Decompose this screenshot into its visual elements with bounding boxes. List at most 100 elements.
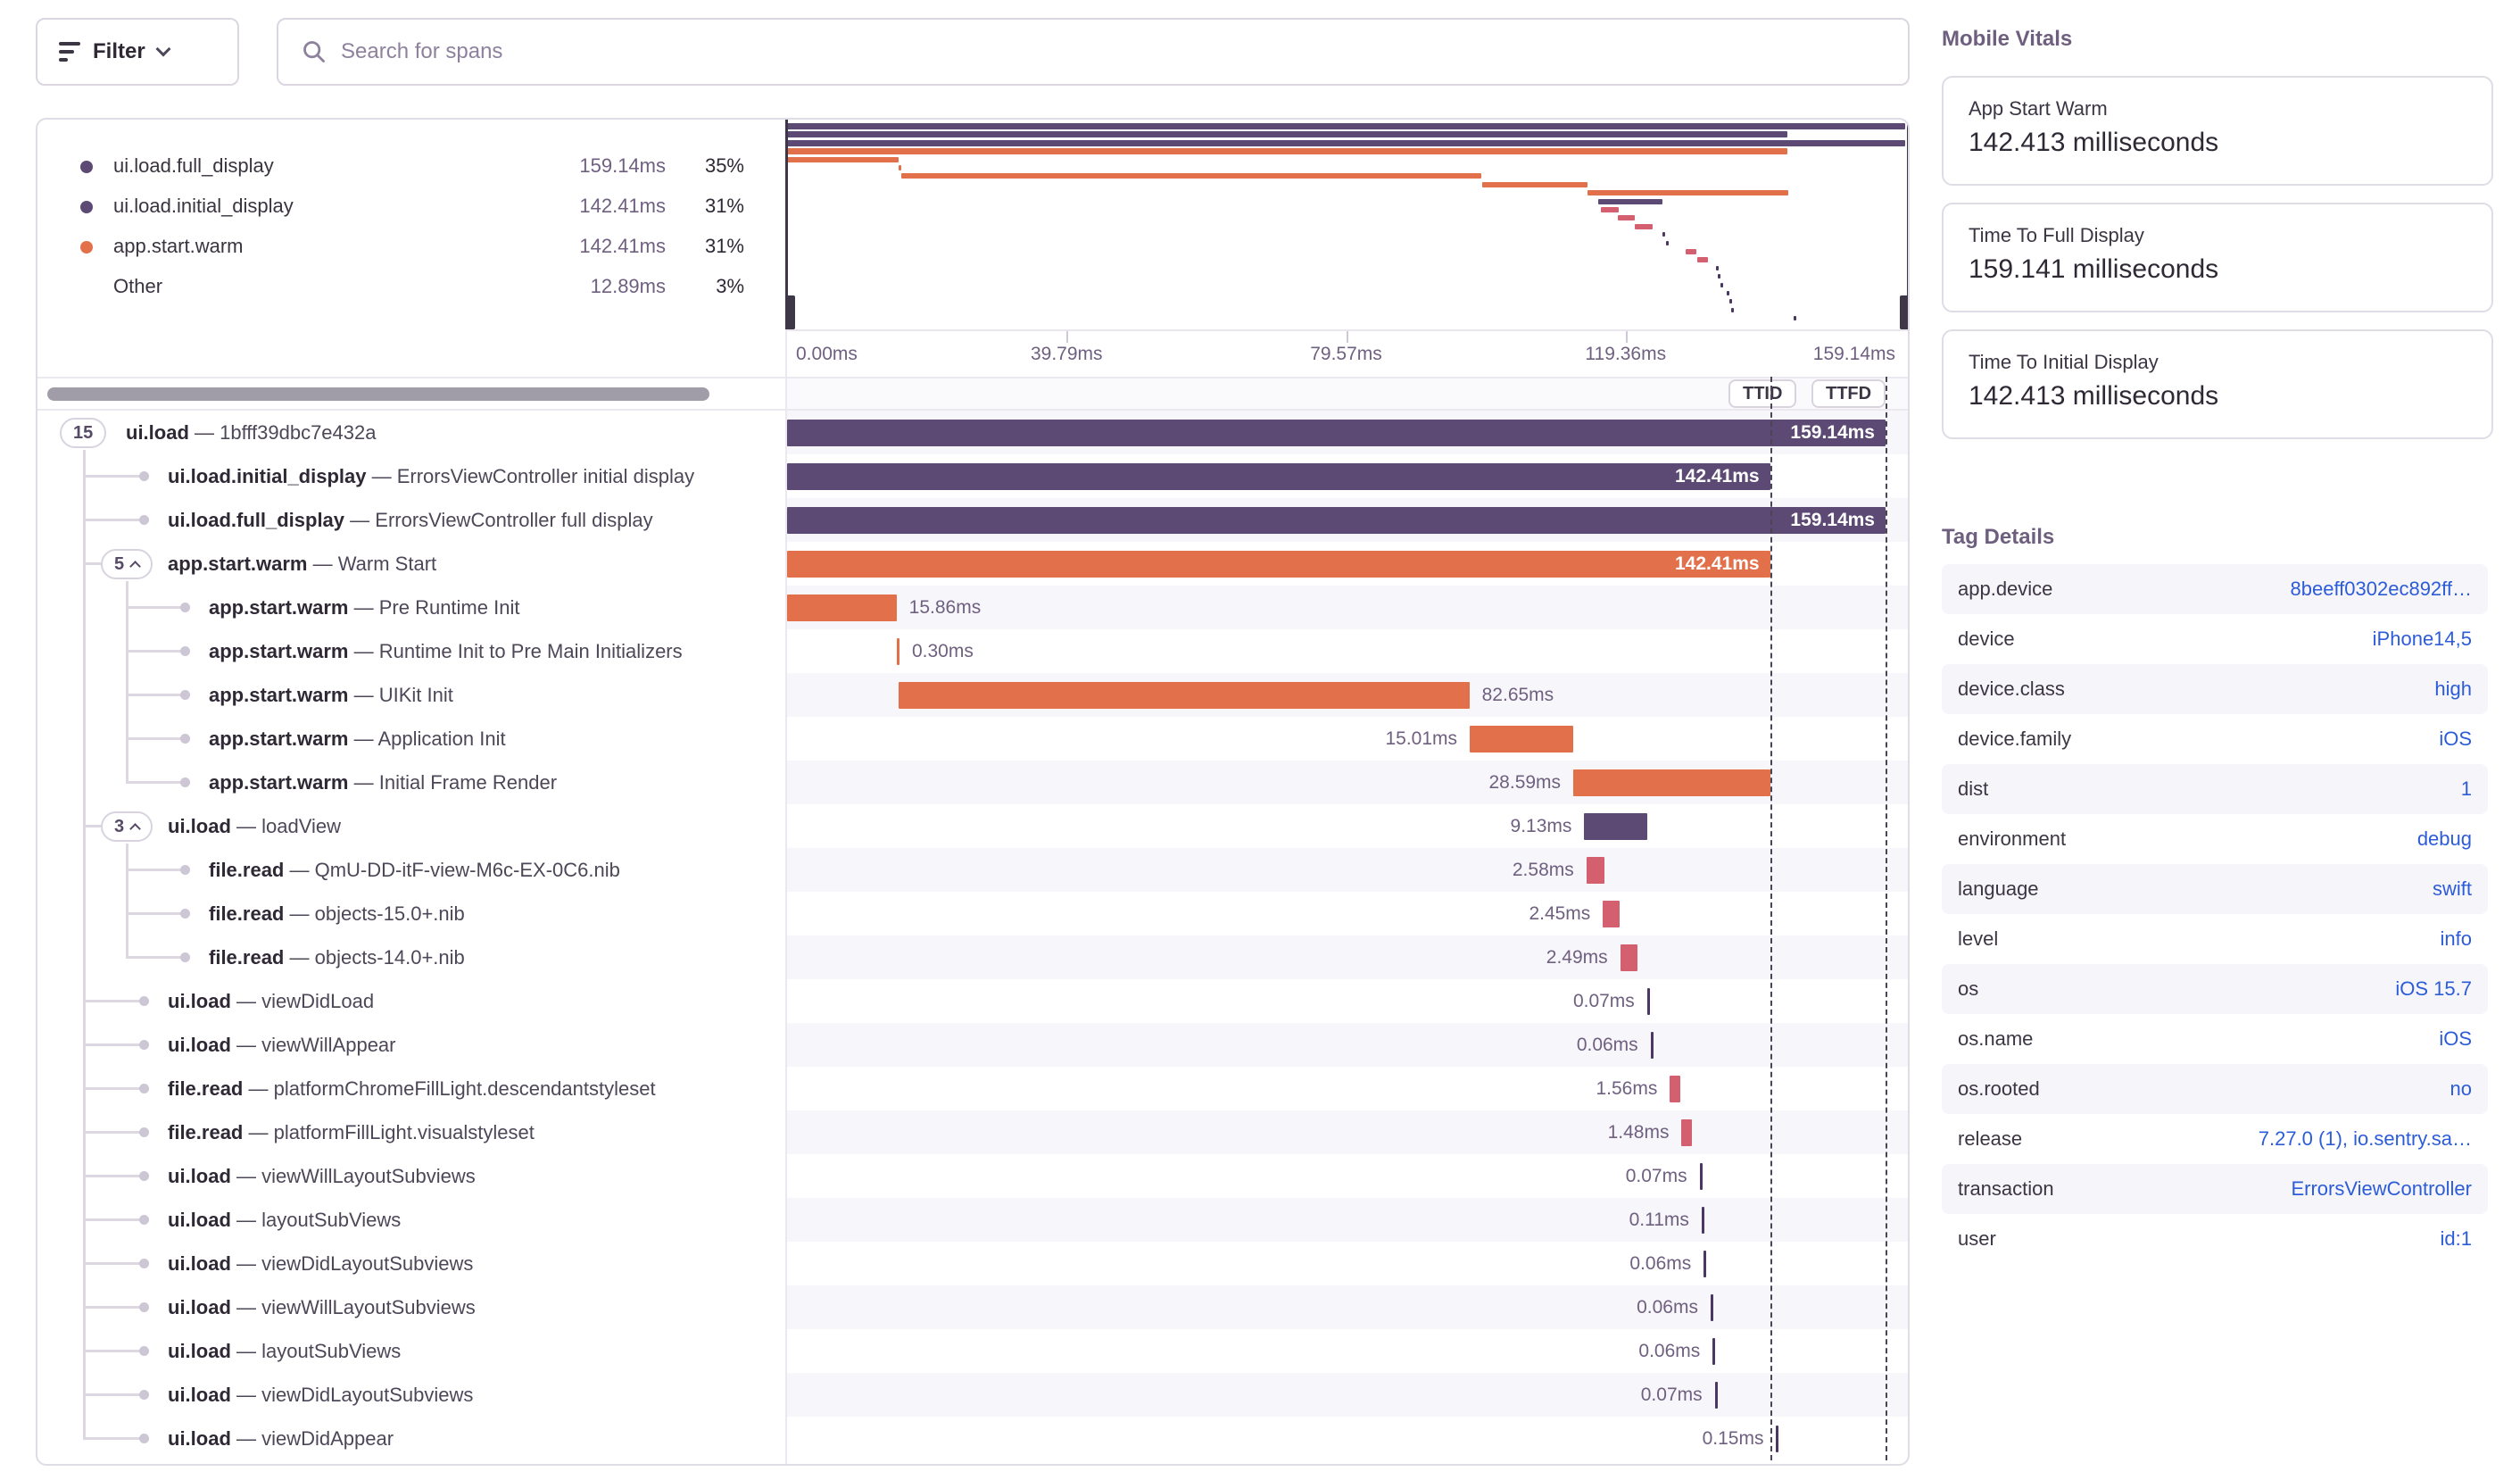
tag-value-link[interactable]: no: [2450, 1077, 2472, 1100]
span-bar-cell[interactable]: 0.07ms: [787, 1154, 1908, 1198]
span-duration-bar[interactable]: [1603, 901, 1621, 927]
span-duration-bar[interactable]: [1710, 1294, 1713, 1321]
minimap[interactable]: [785, 120, 1908, 329]
span-row[interactable]: ui.load — viewDidAppear 0.15ms: [37, 1417, 1908, 1460]
span-tree-cell[interactable]: ui.load — viewWillAppear: [37, 1023, 785, 1067]
tag-value-link[interactable]: info: [2440, 927, 2472, 950]
span-tree-cell[interactable]: app.start.warm — Application Init: [37, 717, 785, 761]
span-duration-bar[interactable]: [1699, 1163, 1703, 1190]
span-duration-bar[interactable]: [1712, 1338, 1716, 1365]
tree-scrollbar-thumb[interactable]: [47, 387, 709, 401]
span-bar-cell[interactable]: 0.06ms: [787, 1242, 1908, 1285]
span-row[interactable]: ui.load — layoutSubViews 0.11ms: [37, 1198, 1908, 1242]
span-tree-cell[interactable]: ui.load — layoutSubViews: [37, 1198, 785, 1242]
span-row[interactable]: app.start.warm — Initial Frame Render 28.…: [37, 761, 1908, 804]
span-row[interactable]: app.start.warm — Application Init 15.01ms: [37, 717, 1908, 761]
span-bar-cell[interactable]: 159.14ms: [787, 411, 1908, 454]
span-duration-bar[interactable]: [1584, 813, 1648, 840]
span-duration-bar[interactable]: [787, 463, 1770, 490]
span-duration-bar[interactable]: [787, 420, 1886, 446]
span-row[interactable]: ui.load.initial_display — ErrorsViewCont…: [37, 454, 1908, 498]
span-duration-bar[interactable]: [787, 551, 1770, 578]
span-bar-cell[interactable]: 0.30ms: [787, 629, 1908, 673]
span-row[interactable]: file.read — objects-15.0+.nib 2.45ms: [37, 892, 1908, 935]
span-tree-cell[interactable]: ui.load.full_display — ErrorsViewControl…: [37, 498, 785, 542]
span-bar-cell[interactable]: 159.14ms: [787, 498, 1908, 542]
span-bar-cell[interactable]: 2.58ms: [787, 848, 1908, 892]
span-duration-bar[interactable]: [896, 638, 899, 665]
span-row[interactable]: ui.load — viewDidLayoutSubviews 0.06ms: [37, 1242, 1908, 1285]
span-tree-cell[interactable]: file.read — platformFillLight.visualstyl…: [37, 1110, 785, 1154]
span-row[interactable]: app.start.warm — Pre Runtime Init 15.86ms: [37, 586, 1908, 629]
span-duration-bar[interactable]: [1701, 1207, 1704, 1234]
span-tree-cell[interactable]: ui.load — viewDidLoad: [37, 979, 785, 1023]
ttid-button[interactable]: TTID: [1728, 379, 1797, 408]
span-bar-cell[interactable]: 0.07ms: [787, 1373, 1908, 1417]
minimap-handle-right[interactable]: [1900, 295, 1908, 329]
expand-pill[interactable]: 3: [101, 811, 153, 842]
span-bar-cell[interactable]: 15.01ms: [787, 717, 1908, 761]
span-bar-cell[interactable]: 1.56ms: [787, 1067, 1908, 1110]
span-duration-bar[interactable]: [1776, 1426, 1779, 1452]
span-row[interactable]: ui.load.full_display — ErrorsViewControl…: [37, 498, 1908, 542]
span-tree-cell[interactable]: ui.load — viewDidAppear: [37, 1417, 785, 1460]
filter-button[interactable]: Filter: [36, 18, 239, 86]
span-duration-bar[interactable]: [1714, 1382, 1718, 1409]
span-tree-cell[interactable]: ui.load — layoutSubViews: [37, 1329, 785, 1373]
span-bar-cell[interactable]: 142.41ms: [787, 542, 1908, 586]
span-bar-cell[interactable]: 0.11ms: [787, 1198, 1908, 1242]
span-row[interactable]: file.read — platformFillLight.visualstyl…: [37, 1110, 1908, 1154]
span-tree-cell[interactable]: file.read — objects-15.0+.nib: [37, 892, 785, 935]
span-tree-cell[interactable]: ui.load.initial_display — ErrorsViewCont…: [37, 454, 785, 498]
span-row[interactable]: ui.load — viewWillLayoutSubviews 0.07ms: [37, 1154, 1908, 1198]
tag-value-link[interactable]: high: [2434, 678, 2472, 700]
span-row[interactable]: 15 ui.load — 1bfff39dbc7e432a 159.14ms: [37, 411, 1908, 454]
span-tree-cell[interactable]: app.start.warm — Runtime Init to Pre Mai…: [37, 629, 785, 673]
span-tree-cell[interactable]: 3 ui.load — loadView: [37, 804, 785, 848]
span-bar-cell[interactable]: 0.15ms: [787, 1417, 1908, 1460]
span-tree-cell[interactable]: file.read — QmU-DD-itF-view-M6c-EX-0C6.n…: [37, 848, 785, 892]
span-bar-cell[interactable]: 2.49ms: [787, 935, 1908, 979]
span-duration-bar[interactable]: [1470, 726, 1574, 752]
span-bar-cell[interactable]: 0.07ms: [787, 979, 1908, 1023]
span-bar-cell[interactable]: 0.06ms: [787, 1285, 1908, 1329]
span-tree-cell[interactable]: 5 app.start.warm — Warm Start: [37, 542, 785, 586]
span-row[interactable]: ui.load — viewWillAppear 0.06ms: [37, 1023, 1908, 1067]
span-duration-bar[interactable]: [1646, 988, 1650, 1015]
span-row[interactable]: app.start.warm — Runtime Init to Pre Mai…: [37, 629, 1908, 673]
span-duration-bar[interactable]: [1650, 1032, 1654, 1059]
span-tree-cell[interactable]: app.start.warm — Pre Runtime Init: [37, 586, 785, 629]
span-duration-bar[interactable]: [787, 507, 1886, 534]
span-duration-bar[interactable]: [899, 682, 1470, 709]
tag-value-link[interactable]: ErrorsViewController: [2291, 1177, 2472, 1200]
span-duration-bar[interactable]: [1670, 1076, 1681, 1102]
span-duration-bar[interactable]: [1620, 944, 1637, 971]
span-bar-cell[interactable]: 0.06ms: [787, 1023, 1908, 1067]
tag-value-link[interactable]: debug: [2416, 827, 2472, 850]
span-tree-cell[interactable]: ui.load — viewWillLayoutSubviews: [37, 1154, 785, 1198]
span-row[interactable]: ui.load — viewDidLoad 0.07ms: [37, 979, 1908, 1023]
span-duration-bar[interactable]: [1703, 1251, 1707, 1277]
tag-value-link[interactable]: iOS: [2439, 1027, 2472, 1050]
span-duration-bar[interactable]: [787, 594, 897, 621]
span-row[interactable]: file.read — platformChromeFillLight.desc…: [37, 1067, 1908, 1110]
tag-value-link[interactable]: 1: [2460, 777, 2472, 800]
span-bar-cell[interactable]: 0.06ms: [787, 1329, 1908, 1373]
minimap-handle-left[interactable]: [785, 295, 795, 329]
span-bar-cell[interactable]: 142.41ms: [787, 454, 1908, 498]
span-bar-cell[interactable]: 28.59ms: [787, 761, 1908, 804]
span-row[interactable]: file.read — QmU-DD-itF-view-M6c-EX-0C6.n…: [37, 848, 1908, 892]
tag-value-link[interactable]: 7.27.0 (1), io.sentry.sa…: [2258, 1127, 2472, 1150]
span-row[interactable]: ui.load — layoutSubViews 0.06ms: [37, 1329, 1908, 1373]
span-tree-cell[interactable]: ui.load — viewDidLayoutSubviews: [37, 1373, 785, 1417]
span-duration-bar[interactable]: [1681, 1119, 1692, 1146]
span-bar-cell[interactable]: 82.65ms: [787, 673, 1908, 717]
span-tree-cell[interactable]: ui.load — viewWillLayoutSubviews: [37, 1285, 785, 1329]
span-duration-bar[interactable]: [1586, 857, 1604, 884]
ttfd-button[interactable]: TTFD: [1811, 379, 1886, 408]
expand-pill[interactable]: 15: [60, 418, 107, 448]
span-bar-cell[interactable]: 1.48ms: [787, 1110, 1908, 1154]
span-row[interactable]: ui.load — viewDidLayoutSubviews 0.07ms: [37, 1373, 1908, 1417]
span-tree-cell[interactable]: file.read — platformChromeFillLight.desc…: [37, 1067, 785, 1110]
tag-value-link[interactable]: swift: [2433, 877, 2472, 900]
